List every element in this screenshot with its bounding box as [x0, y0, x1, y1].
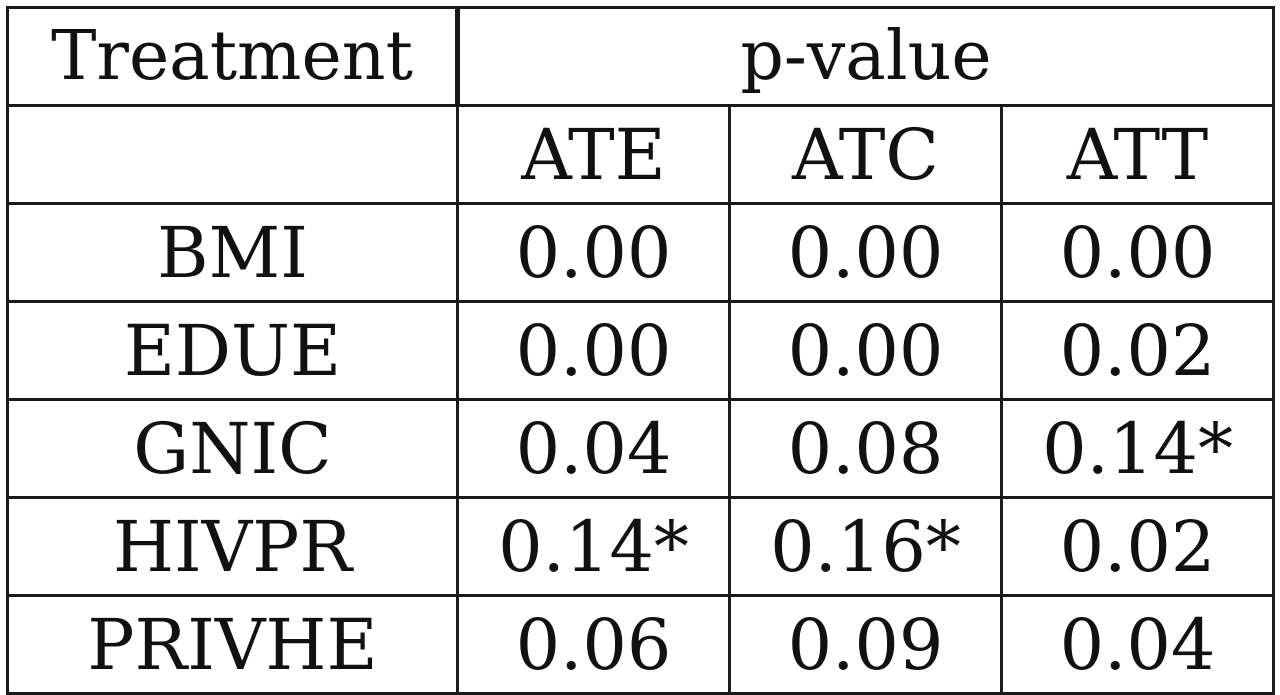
table-row: EDUE 0.00 0.00 0.02 — [6, 300, 1276, 401]
ate-value-cell: 0.00 — [456, 300, 731, 401]
subheader-ate: ATE — [456, 104, 731, 205]
empty-header-cell — [6, 104, 459, 205]
atc-value-cell: 0.08 — [728, 398, 1003, 499]
ate-value-cell: 0.00 — [456, 202, 731, 303]
att-value-cell: 0.14* — [999, 398, 1276, 499]
atc-value-cell: 0.16* — [728, 496, 1003, 597]
treatment-cell: BMI — [6, 202, 459, 303]
att-value-cell: 0.04 — [999, 594, 1276, 695]
ate-value-cell: 0.14* — [456, 496, 731, 597]
atc-value-cell: 0.09 — [728, 594, 1003, 695]
table-row: GNIC 0.04 0.08 0.14* — [6, 398, 1276, 499]
treatment-cell: GNIC — [6, 398, 459, 499]
header-row: Treatment p-value — [6, 6, 1276, 107]
treatment-cell: PRIVHE — [6, 594, 459, 695]
treatment-cell: HIVPR — [6, 496, 459, 597]
pvalue-table: Treatment p-value ATE ATC ATT BMI 0.00 0… — [6, 6, 1276, 695]
atc-value-cell: 0.00 — [728, 202, 1003, 303]
ate-value-cell: 0.06 — [456, 594, 731, 695]
table-row: HIVPR 0.14* 0.16* 0.02 — [6, 496, 1276, 597]
att-value-cell: 0.02 — [999, 300, 1276, 401]
subheader-att: ATT — [999, 104, 1276, 205]
treatment-cell: EDUE — [6, 300, 459, 401]
att-value-cell: 0.00 — [999, 202, 1276, 303]
treatment-header: Treatment — [6, 6, 460, 107]
table-row: BMI 0.00 0.00 0.00 — [6, 202, 1276, 303]
att-value-cell: 0.02 — [999, 496, 1276, 597]
table-row: PRIVHE 0.06 0.09 0.04 — [6, 594, 1276, 695]
subheader-atc: ATC — [728, 104, 1003, 205]
atc-value-cell: 0.00 — [728, 300, 1003, 401]
pvalue-header: p-value — [455, 6, 1276, 107]
subheader-row: ATE ATC ATT — [6, 104, 1276, 205]
ate-value-cell: 0.04 — [456, 398, 731, 499]
